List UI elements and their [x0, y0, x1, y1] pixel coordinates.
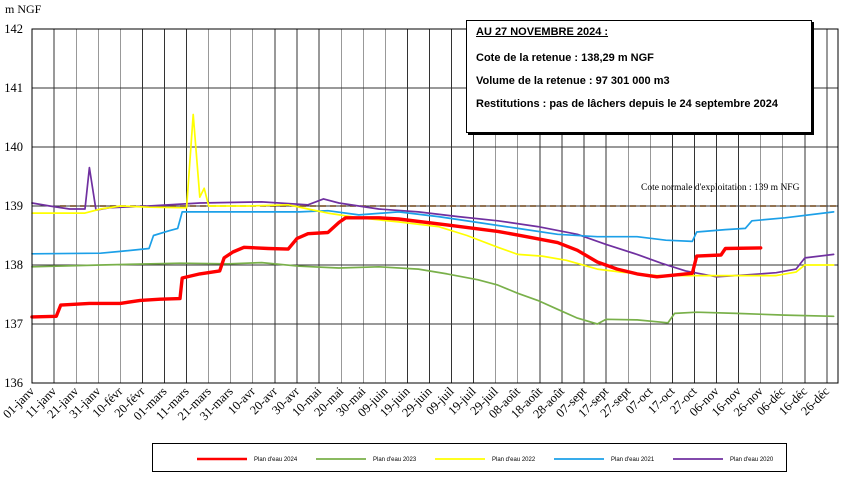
series-line-plan-d-eau-2024: [30, 216, 763, 319]
series-line-plan-d-eau-2021: [31, 209, 835, 255]
legend-label-plan-d-eau-2021: Plan d'eau 2021: [611, 457, 655, 463]
legend-label-plan-d-eau-2024: Plan d'eau 2024: [254, 457, 298, 463]
series-line-plan-d-eau-2023: [31, 261, 835, 325]
y-axis: 136 137 138 139 140 141 142: [4, 22, 23, 390]
status-info-box: AU 27 NOVEMBRE 2024 : Cote de la retenue…: [466, 20, 812, 133]
y-tick-label-141: 141: [4, 81, 23, 95]
legend-label-plan-d-eau-2023: Plan d'eau 2023: [373, 457, 417, 463]
legend-item-plan-d-eau-2024: Plan d'eau 2024: [197, 457, 298, 463]
y-axis-unit-label: m NGF: [5, 2, 42, 16]
y-tick-label-138: 138: [4, 258, 23, 272]
y-tick-label-142: 142: [4, 22, 23, 36]
info-box-title: AU 27 NOVEMBRE 2024 :: [476, 26, 609, 38]
series-lines: [30, 113, 835, 325]
reference-line-label: Cote normale d'exploitation : 139 m NFG: [641, 183, 800, 193]
info-releases: Restitutions : pas de lâchers depuis le …: [476, 98, 779, 110]
legend-item-plan-d-eau-2023: Plan d'eau 2023: [316, 457, 417, 463]
y-tick-label-139: 139: [4, 199, 23, 213]
legend-item-plan-d-eau-2022: Plan d'eau 2022: [435, 457, 536, 463]
info-reservoir-volume: Volume de la retenue : 97 301 000 m3: [476, 75, 670, 87]
legend-label-plan-d-eau-2020: Plan d'eau 2020: [730, 457, 774, 463]
x-axis: 01-janv11-janv21-janv31-janv10-févr20-fé…: [0, 384, 832, 423]
y-tick-label-137: 137: [4, 317, 23, 331]
legend-label-plan-d-eau-2022: Plan d'eau 2022: [492, 457, 536, 463]
legend-box: [152, 443, 787, 472]
y-tick-label-140: 140: [4, 140, 23, 154]
legend-item-plan-d-eau-2021: Plan d'eau 2021: [554, 457, 655, 463]
plot-frame: [31, 28, 839, 384]
legend-item-plan-d-eau-2020: Plan d'eau 2020: [673, 457, 774, 463]
y-tick-label-136: 136: [4, 376, 23, 390]
info-reservoir-level: Cote de la retenue : 138,29 m NGF: [476, 52, 654, 64]
legend: Plan d'eau 2024 Plan d'eau 2023 Plan d'eau…: [152, 443, 787, 472]
